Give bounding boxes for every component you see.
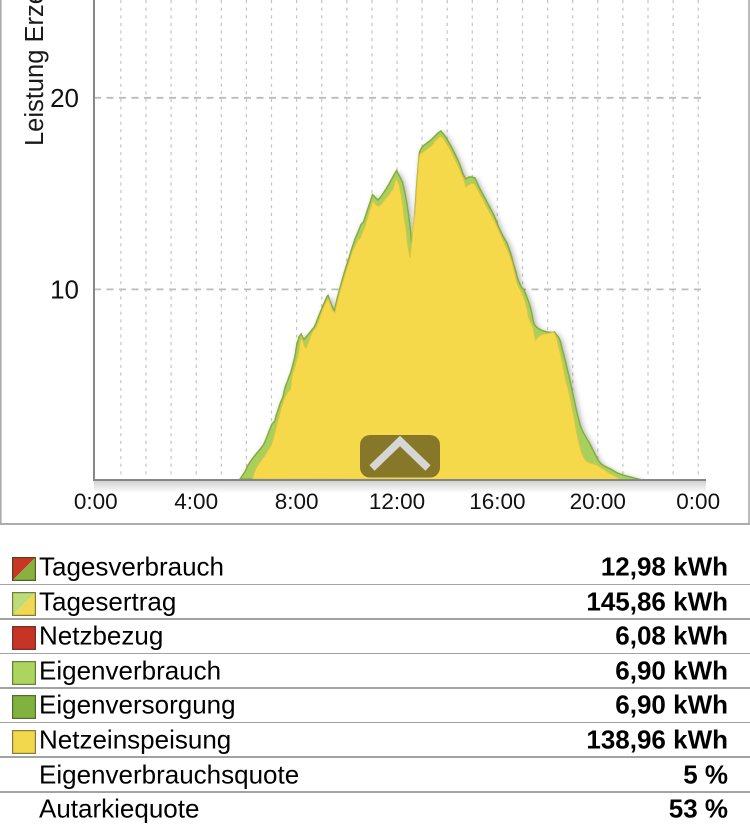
svg-text:8:00: 8:00 bbox=[275, 489, 319, 514]
svg-text:10: 10 bbox=[50, 274, 79, 304]
svg-text:Leistung Erzeugung: Leistung Erzeugung bbox=[21, 0, 49, 146]
svg-text:0:00: 0:00 bbox=[676, 489, 720, 514]
svg-text:0:00: 0:00 bbox=[74, 489, 118, 514]
svg-text:20: 20 bbox=[50, 83, 79, 113]
svg-text:20:00: 20:00 bbox=[570, 489, 626, 514]
svg-text:12:00: 12:00 bbox=[369, 489, 425, 514]
svg-text:16:00: 16:00 bbox=[469, 489, 525, 514]
svg-text:4:00: 4:00 bbox=[174, 489, 218, 514]
